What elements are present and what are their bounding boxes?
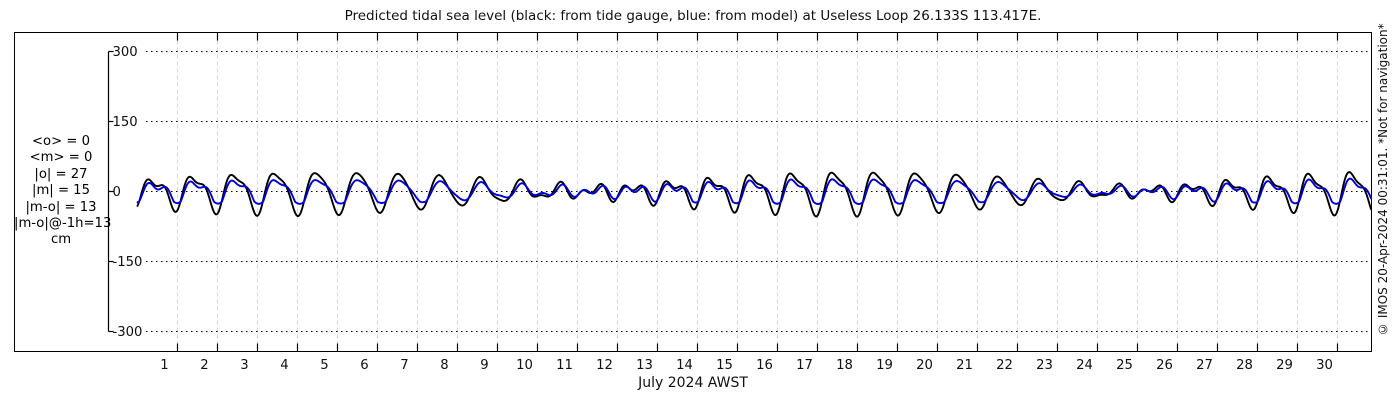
x-tick-label: 13 [636, 358, 653, 373]
chart-title: Predicted tidal sea level (black: from t… [344, 8, 1042, 24]
x-tick-label: 25 [1116, 358, 1133, 373]
stats-line: <o> = 0 [32, 134, 90, 149]
x-tick-label: 23 [1036, 358, 1053, 373]
x-tick-label: 8 [440, 358, 448, 373]
x-tick-label: 9 [480, 358, 488, 373]
y-tick-label: 300 [113, 45, 138, 60]
x-tick-label: 14 [676, 358, 693, 373]
plot-frame [14, 32, 1372, 352]
stats-line: |m-o|@-1h=13 [14, 216, 112, 232]
copyright-stamp: © IMOS 20-Apr-2024 00:31:01. *Not for na… [1376, 23, 1390, 337]
x-tick-label: 27 [1196, 358, 1213, 373]
stats-line: |m-o| = 13 [25, 199, 97, 215]
x-tick-label: 21 [956, 358, 973, 373]
y-tick-label: 150 [113, 115, 138, 130]
x-tick-label: 11 [556, 358, 573, 373]
x-tick-label: 20 [916, 358, 933, 373]
x-tick-label: 18 [836, 358, 853, 373]
x-tick-label: 28 [1236, 358, 1253, 373]
x-tick-label: 30 [1316, 358, 1333, 373]
x-tick-label: 16 [756, 358, 773, 373]
y-tick-label: -150 [113, 255, 143, 270]
stats-line: |m| = 15 [32, 183, 90, 199]
x-tick-label: 6 [360, 358, 368, 373]
x-tick-label: 2 [200, 358, 208, 373]
x-tick-label: 22 [996, 358, 1013, 373]
y-tick-label: -300 [113, 325, 143, 340]
x-tick-label: 12 [596, 358, 613, 373]
stats-line: cm [50, 232, 72, 248]
stats-panel: <o> = 0 <m> = 0 |o| = 27 |m| = 15 |m-o| = 13… [14, 134, 112, 249]
x-axis-title: July 2024 AWST [638, 375, 748, 391]
x-tick-label: 19 [876, 358, 893, 373]
x-tick-label: 1 [160, 358, 168, 373]
x-tick-label: 3 [240, 358, 248, 373]
tide-gauge-curve [136, 171, 1373, 218]
x-tick-label: 10 [516, 358, 533, 373]
x-tick-label: 26 [1156, 358, 1173, 373]
x-tick-label: 29 [1276, 358, 1293, 373]
x-tick-label: 7 [400, 358, 408, 373]
x-tick-label: 24 [1076, 358, 1093, 373]
model-curve [136, 177, 1373, 205]
x-tick-label: 5 [320, 358, 328, 373]
stats-line: |o| = 27 [34, 166, 88, 182]
x-tick-label: 15 [716, 358, 733, 373]
x-tick-label: 17 [796, 358, 813, 373]
x-tick-label: 4 [280, 358, 288, 373]
stats-line: <m> = 0 [29, 150, 93, 166]
y-tick-label: 0 [113, 185, 121, 200]
